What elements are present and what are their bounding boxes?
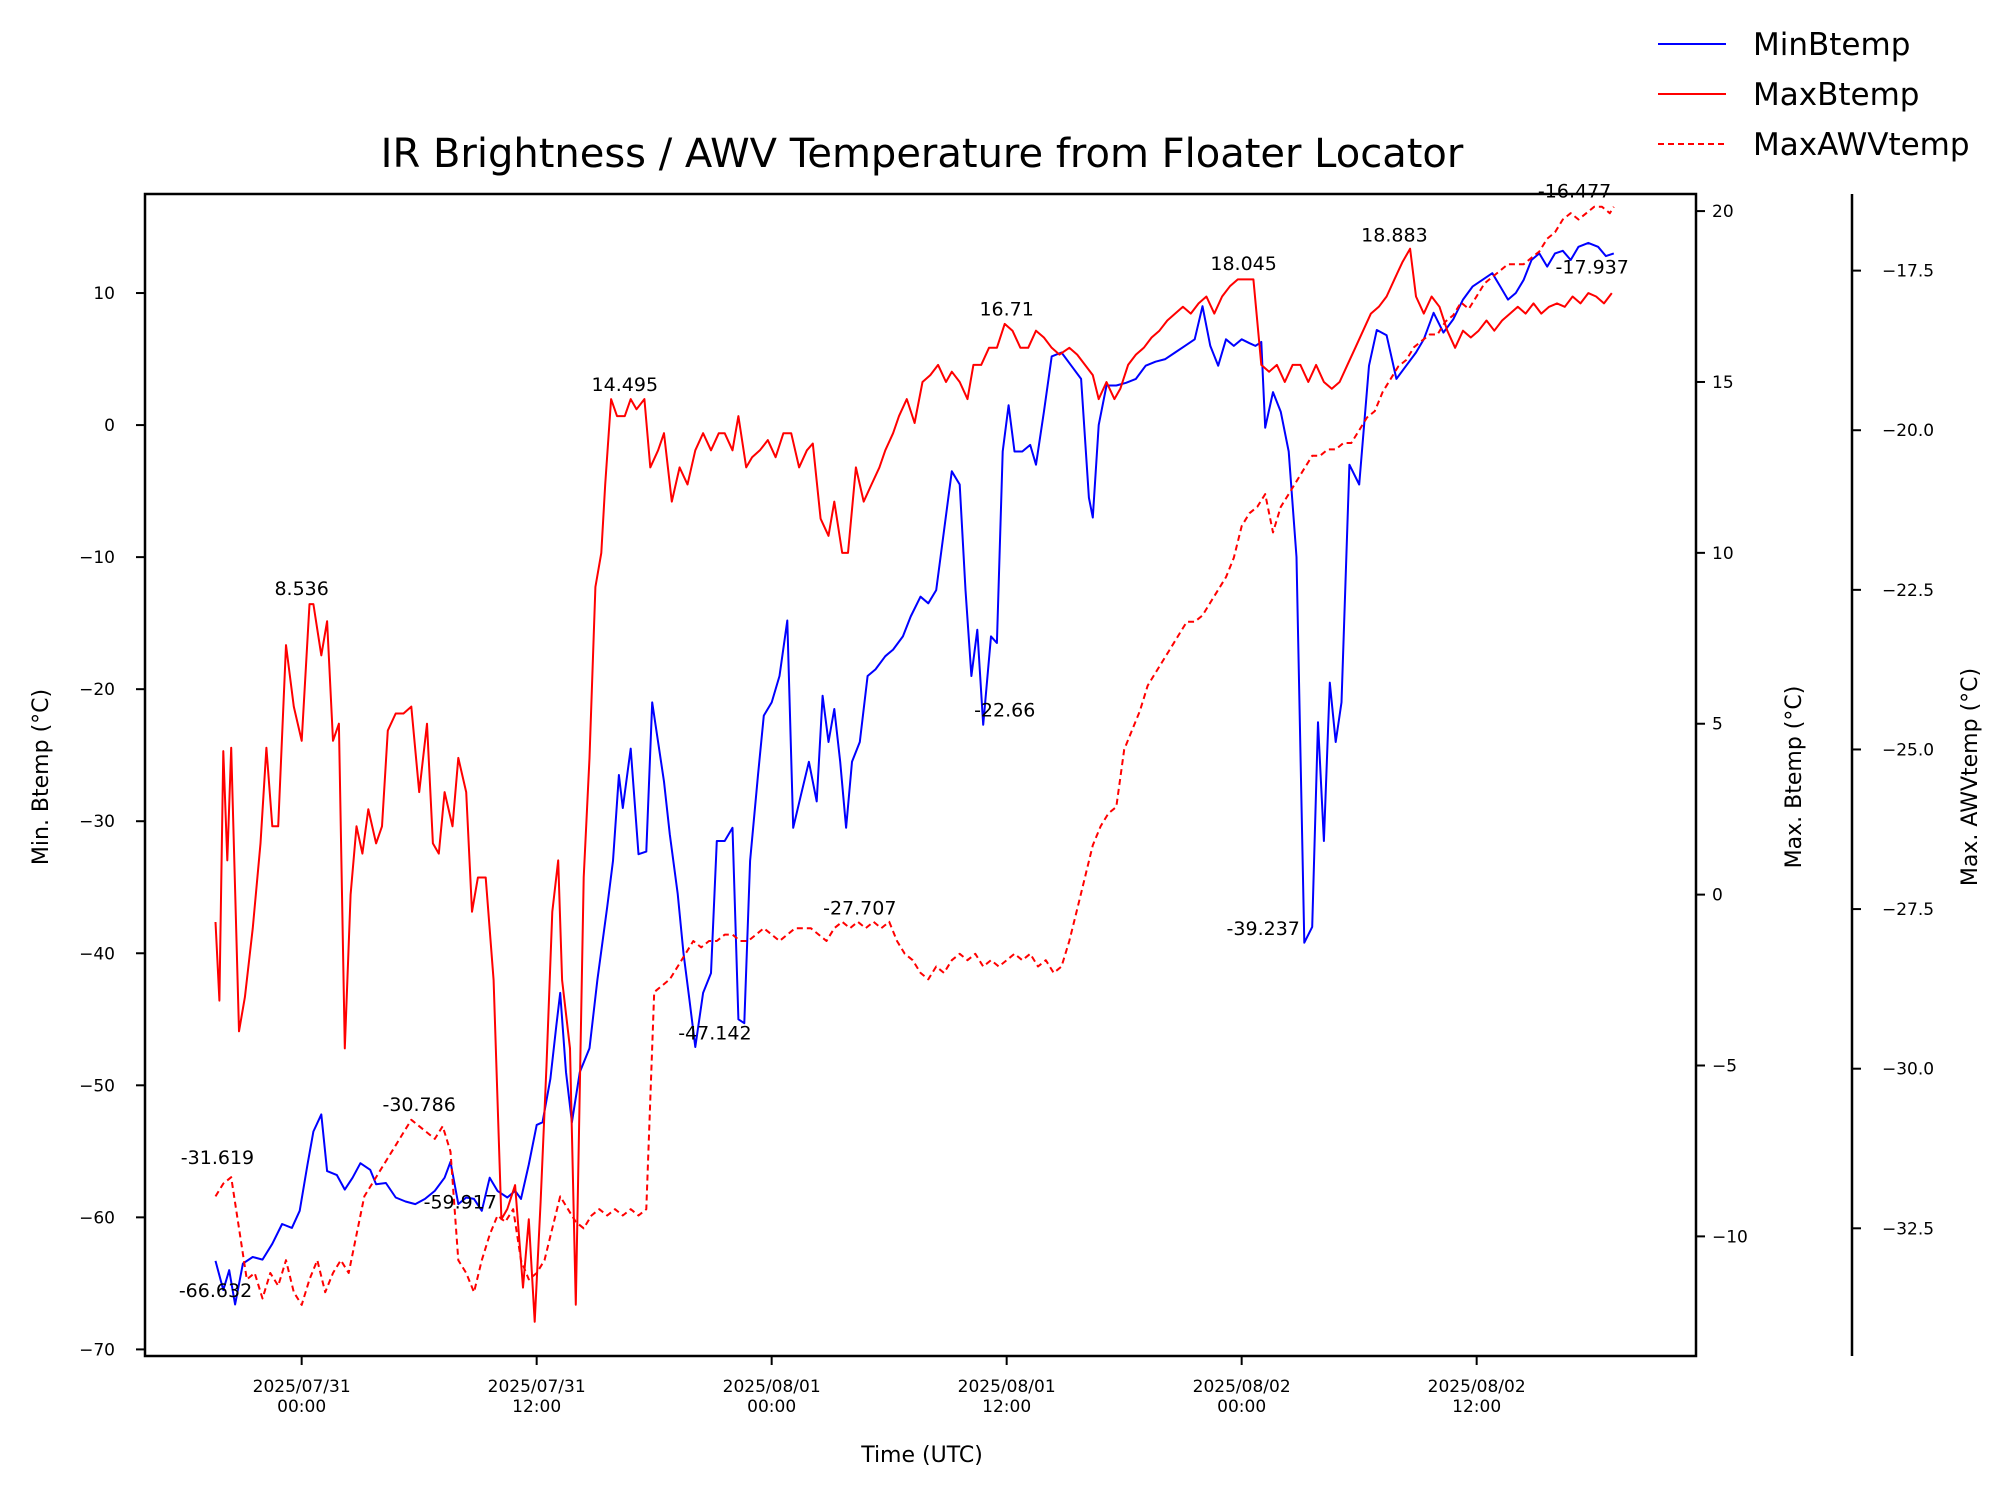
x-tick-label: 00:00 bbox=[747, 1397, 796, 1417]
data-annotation: 8.536 bbox=[274, 578, 328, 600]
legend-label: MaxAWVtemp bbox=[1753, 127, 1970, 163]
data-annotation: -47.142 bbox=[678, 1023, 751, 1045]
x-tick-label: 12:00 bbox=[1452, 1397, 1501, 1417]
plot-frame bbox=[143, 192, 1698, 1358]
data-annotation: -30.786 bbox=[382, 1094, 455, 1116]
legend-label: MinBtemp bbox=[1753, 27, 1910, 63]
data-annotation: -59.917 bbox=[424, 1191, 497, 1213]
plot-area: 2025/07/3100:002025/07/3112:002025/08/01… bbox=[79, 180, 1934, 1417]
x-tick-label: 12:00 bbox=[512, 1397, 561, 1417]
x-tick-label: 00:00 bbox=[1217, 1397, 1266, 1417]
data-annotation: 16.71 bbox=[979, 299, 1033, 321]
left-tick-label: −30 bbox=[79, 812, 115, 832]
x-tick-label: 00:00 bbox=[277, 1397, 326, 1417]
right1-tick-label: −10 bbox=[1712, 1227, 1748, 1247]
left-tick-label: 10 bbox=[93, 284, 115, 304]
x-tick-label: 2025/08/02 bbox=[1428, 1377, 1526, 1397]
right1-tick-label: −5 bbox=[1712, 1057, 1737, 1077]
right2-tick-label: −27.5 bbox=[1882, 900, 1934, 920]
right1-tick-label: 20 bbox=[1712, 202, 1734, 222]
data-annotation: 18.045 bbox=[1210, 253, 1276, 275]
left-tick-label: −50 bbox=[79, 1076, 115, 1096]
right1-tick-label: 5 bbox=[1712, 715, 1723, 735]
right1-tick-label: 15 bbox=[1712, 373, 1734, 393]
series-line-MinBtemp bbox=[214, 241, 1615, 1306]
left-tick-label: −20 bbox=[79, 680, 115, 700]
right2-tick-label: −25.0 bbox=[1882, 740, 1934, 760]
x-tick-label: 12:00 bbox=[982, 1397, 1031, 1417]
x-tick-label: 2025/08/01 bbox=[958, 1377, 1056, 1397]
left-tick-label: −40 bbox=[79, 944, 115, 964]
data-annotation: -17.937 bbox=[1556, 257, 1629, 279]
data-annotation: 18.883 bbox=[1361, 224, 1427, 246]
left-tick-label: −10 bbox=[79, 548, 115, 568]
right2-axis-title: Max. AWVtemp (°C) bbox=[1958, 668, 1983, 886]
series-line-MaxBtemp bbox=[214, 247, 1613, 1323]
right2-tick-label: −17.5 bbox=[1882, 262, 1934, 282]
x-axis-title: Time (UTC) bbox=[860, 1443, 983, 1468]
data-annotation: -16.477 bbox=[1538, 180, 1611, 202]
left-tick-label: 0 bbox=[104, 416, 115, 436]
left-tick-label: −60 bbox=[79, 1208, 115, 1228]
data-annotation: -31.619 bbox=[181, 1147, 254, 1169]
right2-tick-label: −30.0 bbox=[1882, 1060, 1934, 1080]
left-tick-label: −70 bbox=[79, 1340, 115, 1360]
x-tick-label: 2025/07/31 bbox=[253, 1377, 351, 1397]
x-tick-label: 2025/08/02 bbox=[1193, 1377, 1291, 1397]
data-annotation: -22.66 bbox=[974, 699, 1035, 721]
left-axis-title: Min. Btemp (°C) bbox=[29, 689, 54, 865]
right2-tick-label: −20.0 bbox=[1882, 421, 1934, 441]
series-line-MaxAWVtemp bbox=[214, 205, 1615, 1306]
right1-axis-title: Max. Btemp (°C) bbox=[1782, 686, 1807, 869]
legend-label: MaxBtemp bbox=[1753, 77, 1919, 113]
right2-tick-label: −22.5 bbox=[1882, 581, 1934, 601]
data-annotation: -66.632 bbox=[179, 1280, 252, 1302]
data-annotation: -27.707 bbox=[823, 897, 896, 919]
right1-tick-label: 0 bbox=[1712, 886, 1723, 906]
x-tick-label: 2025/08/01 bbox=[723, 1377, 821, 1397]
legend: MinBtemp MaxBtemp MaxAWVtemp bbox=[1658, 27, 1970, 163]
chart-title: IR Brightness / AWV Temperature from Flo… bbox=[381, 131, 1464, 177]
x-tick-label: 2025/07/31 bbox=[488, 1377, 586, 1397]
data-annotation: -39.237 bbox=[1227, 918, 1300, 940]
right1-tick-label: 10 bbox=[1712, 544, 1734, 564]
right2-tick-label: −32.5 bbox=[1882, 1219, 1934, 1239]
data-annotation: 14.495 bbox=[592, 374, 658, 396]
